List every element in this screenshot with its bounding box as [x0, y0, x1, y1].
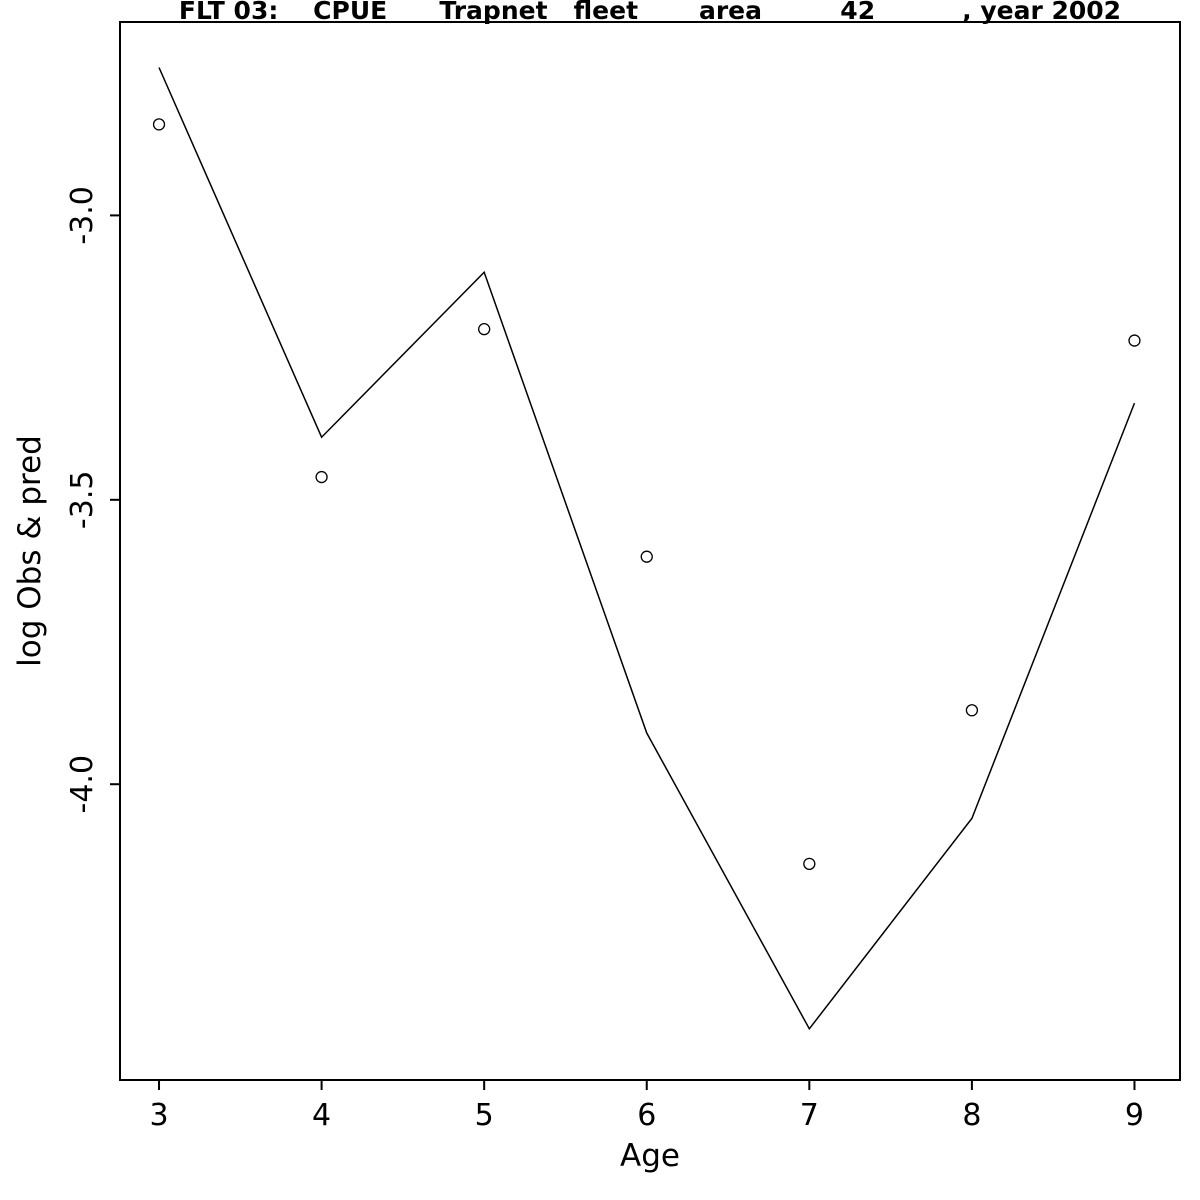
predicted-line — [158, 67, 1136, 1031]
x-tick-label: 4 — [312, 1098, 331, 1133]
x-tick-label: 7 — [800, 1098, 819, 1133]
y-axis-title: log Obs & pred — [12, 435, 48, 667]
observed-point — [1128, 334, 1141, 347]
x-axis-title: Age — [620, 1138, 680, 1174]
x-tick-label: 6 — [637, 1098, 656, 1133]
chart-title: FLT 03: CPUE Trapnet fleet area 42 , yea… — [178, 0, 1122, 25]
x-tick-label: 9 — [1125, 1098, 1144, 1133]
observed-point — [640, 550, 653, 563]
observed-point — [803, 857, 816, 870]
observed-point — [152, 118, 166, 131]
x-tick-label: 5 — [475, 1098, 494, 1133]
y-tick-label: -3.0 — [65, 186, 100, 245]
observed-point — [478, 323, 491, 336]
observed-point — [315, 470, 328, 484]
plot-box — [119, 21, 1181, 1081]
x-tick-label: 8 — [962, 1098, 981, 1133]
y-tick-label: -3.5 — [65, 471, 100, 530]
observed-point — [965, 704, 979, 717]
y-tick-label: -4.0 — [65, 755, 100, 814]
x-tick-label: 3 — [149, 1098, 168, 1133]
